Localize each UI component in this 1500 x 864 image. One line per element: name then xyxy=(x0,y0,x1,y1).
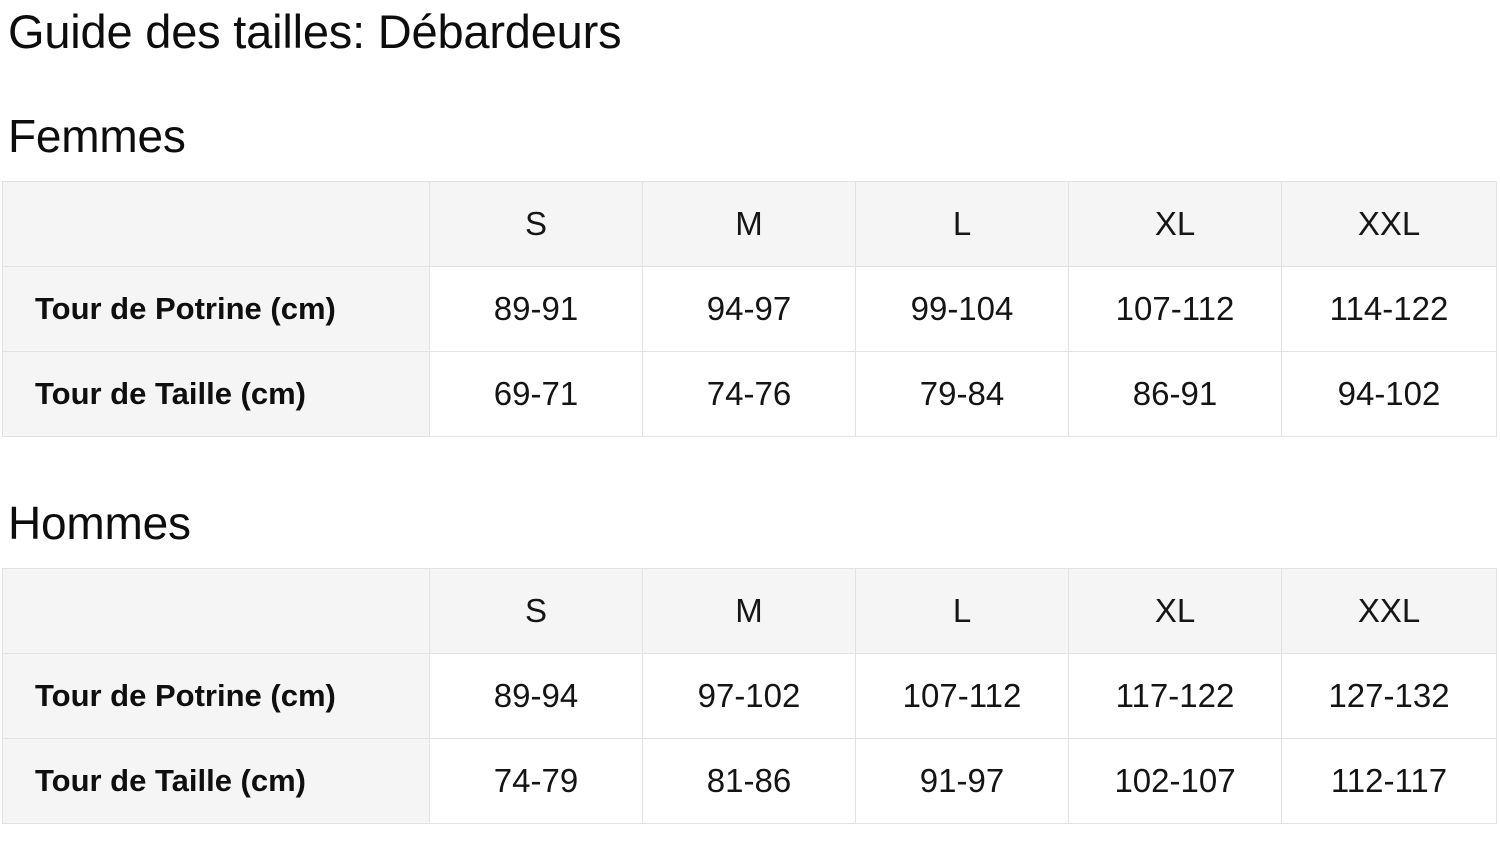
table-body-men: Tour de Potrine (cm) 89-94 97-102 107-11… xyxy=(2,653,1497,824)
row-label-waist: Tour de Taille (cm) xyxy=(2,351,430,437)
row-label-chest: Tour de Potrine (cm) xyxy=(2,653,430,739)
cell-chest-m: 97-102 xyxy=(642,653,856,739)
cell-chest-s: 89-94 xyxy=(429,653,643,739)
cell-chest-xl: 107-112 xyxy=(1068,266,1282,352)
column-header-l: L xyxy=(855,181,1069,267)
cell-waist-m: 81-86 xyxy=(642,738,856,824)
table-row: Tour de Taille (cm) 74-79 81-86 91-97 10… xyxy=(2,738,1497,824)
cell-waist-s: 69-71 xyxy=(429,351,643,437)
column-header-s: S xyxy=(429,568,643,654)
cell-chest-s: 89-91 xyxy=(429,266,643,352)
table-head-men: S M L XL XXL xyxy=(2,568,1497,654)
column-header-m: M xyxy=(642,568,856,654)
table-header-row: S M L XL XXL xyxy=(2,181,1497,267)
cell-chest-xxl: 127-132 xyxy=(1281,653,1497,739)
column-header-xl: XL xyxy=(1068,181,1282,267)
column-header-l: L xyxy=(855,568,1069,654)
section-heading-men: Hommes xyxy=(8,497,191,549)
column-header-xl: XL xyxy=(1068,568,1282,654)
table-head-women: S M L XL XXL xyxy=(2,181,1497,267)
section-heading-women: Femmes xyxy=(8,110,186,162)
cell-waist-xxl: 94-102 xyxy=(1281,351,1497,437)
table-row: Tour de Potrine (cm) 89-94 97-102 107-11… xyxy=(2,653,1497,739)
cell-chest-xl: 117-122 xyxy=(1068,653,1282,739)
cell-waist-xl: 86-91 xyxy=(1068,351,1282,437)
table-body-women: Tour de Potrine (cm) 89-91 94-97 99-104 … xyxy=(2,266,1497,437)
cell-chest-m: 94-97 xyxy=(642,266,856,352)
cell-waist-l: 79-84 xyxy=(855,351,1069,437)
row-label-waist: Tour de Taille (cm) xyxy=(2,738,430,824)
cell-chest-l: 107-112 xyxy=(855,653,1069,739)
size-table-women: S M L XL XXL Tour de Potrine (cm) 89-91 … xyxy=(2,181,1497,437)
cell-waist-s: 74-79 xyxy=(429,738,643,824)
column-header-xxl: XXL xyxy=(1281,568,1497,654)
cell-waist-xl: 102-107 xyxy=(1068,738,1282,824)
cell-waist-l: 91-97 xyxy=(855,738,1069,824)
row-label-chest: Tour de Potrine (cm) xyxy=(2,266,430,352)
table-corner-cell xyxy=(2,181,430,267)
table-header-row: S M L XL XXL xyxy=(2,568,1497,654)
page-title: Guide des tailles: Débardeurs xyxy=(8,5,622,58)
cell-chest-l: 99-104 xyxy=(855,266,1069,352)
table-row: Tour de Potrine (cm) 89-91 94-97 99-104 … xyxy=(2,266,1497,352)
cell-chest-xxl: 114-122 xyxy=(1281,266,1497,352)
size-table-men: S M L XL XXL Tour de Potrine (cm) 89-94 … xyxy=(2,568,1497,824)
column-header-xxl: XXL xyxy=(1281,181,1497,267)
cell-waist-xxl: 112-117 xyxy=(1281,738,1497,824)
cell-waist-m: 74-76 xyxy=(642,351,856,437)
table-row: Tour de Taille (cm) 69-71 74-76 79-84 86… xyxy=(2,351,1497,437)
column-header-m: M xyxy=(642,181,856,267)
column-header-s: S xyxy=(429,181,643,267)
table-corner-cell xyxy=(2,568,430,654)
